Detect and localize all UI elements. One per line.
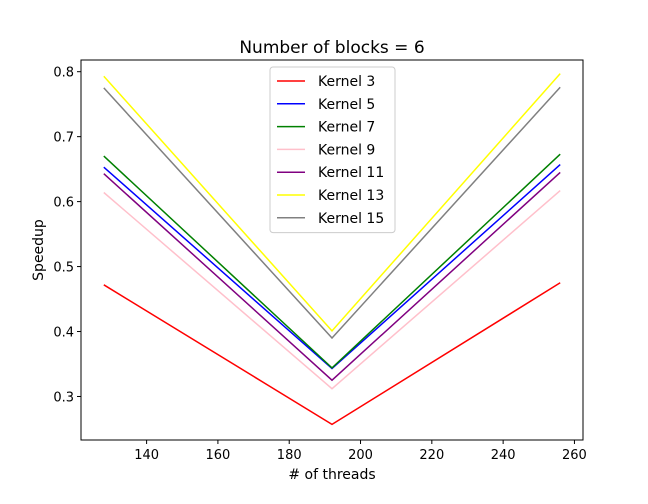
x-tick-label: 220 — [419, 448, 444, 463]
series-line-kernel-3 — [103, 282, 561, 426]
legend-entry-label: Kernel 11 — [318, 165, 384, 181]
y-tick-label: 0.7 — [53, 131, 74, 146]
legend-entry-label: Kernel 7 — [318, 120, 375, 136]
plot-area — [103, 73, 561, 426]
series-line-kernel-11 — [103, 171, 561, 382]
y-tick-label: 0.3 — [53, 390, 74, 405]
x-tick-label: 240 — [491, 448, 516, 463]
legend-entry-label: Kernel 3 — [318, 74, 375, 90]
series-line-kernel-7 — [103, 153, 561, 369]
y-tick-label: 0.8 — [53, 66, 74, 81]
x-tick-label: 140 — [134, 448, 159, 463]
y-axis: 0.3 0.4 0.5 0.6 0.7 0.8 — [53, 66, 81, 405]
legend-entry-label: Kernel 13 — [318, 188, 384, 204]
x-tick-label: 160 — [205, 448, 230, 463]
y-tick-label: 0.5 — [53, 261, 74, 276]
x-axis: 140 160 180 200 220 240 260 — [134, 440, 587, 463]
series-line-kernel-13 — [103, 73, 561, 333]
legend: Kernel 3 Kernel 5 Kernel 7 Kernel 9 Kernel 1… — [269, 66, 396, 234]
x-axis-label: # of threads — [288, 467, 375, 483]
series-line-kernel-15 — [103, 86, 561, 340]
x-tick-label: 260 — [562, 448, 587, 463]
x-tick-label: 200 — [348, 448, 373, 463]
chart-title: Number of blocks = 6 — [239, 38, 424, 58]
y-tick-label: 0.6 — [53, 196, 74, 211]
legend-entry-label: Kernel 5 — [318, 97, 375, 113]
series-line-kernel-9 — [103, 190, 561, 390]
x-tick-label: 180 — [277, 448, 302, 463]
legend-entry-label: Kernel 15 — [318, 211, 384, 227]
legend-entry-label: Kernel 9 — [318, 142, 375, 158]
y-axis-label: Speedup — [31, 219, 47, 281]
plot-frame — [80, 59, 584, 441]
legend-box — [269, 66, 396, 234]
y-tick-label: 0.4 — [53, 326, 74, 341]
